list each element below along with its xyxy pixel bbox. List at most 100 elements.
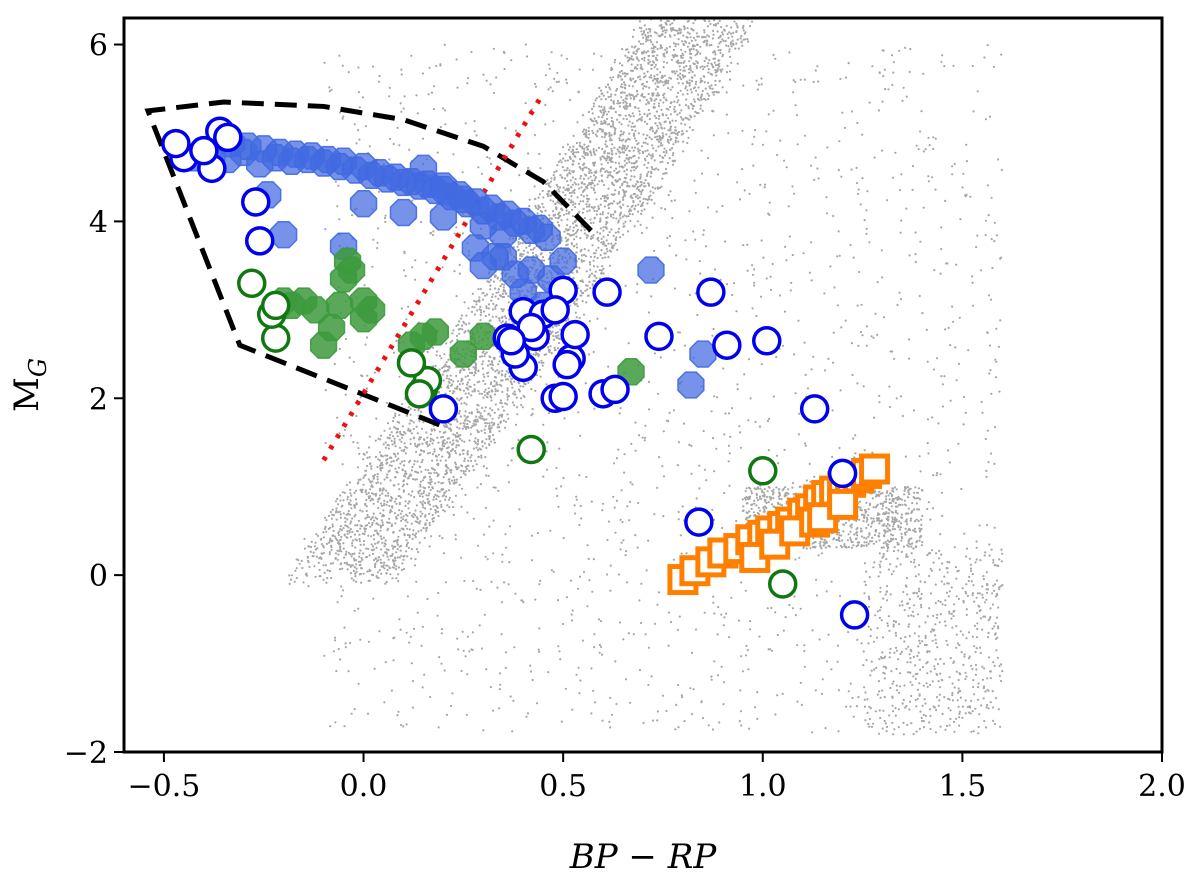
background-star (700, 98, 703, 101)
background-star (680, 61, 683, 64)
background-star (775, 486, 778, 489)
background-star (532, 353, 535, 356)
background-star (653, 66, 656, 69)
background-star (734, 47, 737, 50)
background-star (345, 550, 348, 553)
background-star (490, 440, 493, 443)
background-star (597, 239, 600, 242)
background-star (420, 410, 423, 413)
background-star (555, 207, 558, 210)
background-star (642, 87, 645, 90)
background-star (461, 382, 464, 385)
background-star (496, 389, 499, 392)
background-star (625, 147, 628, 150)
background-star (487, 387, 490, 390)
background-star (447, 498, 450, 501)
background-star (671, 22, 674, 25)
background-star (456, 478, 459, 481)
background-star (545, 182, 548, 186)
background-star (645, 80, 649, 83)
background-star (501, 310, 504, 313)
background-star (674, 141, 677, 144)
background-star (717, 59, 721, 62)
background-star (567, 318, 570, 321)
background-star (339, 548, 342, 551)
background-star (640, 190, 643, 193)
background-star (491, 295, 494, 299)
background-star (568, 211, 571, 214)
background-star (607, 204, 610, 207)
background-star (433, 471, 436, 474)
background-star (593, 191, 597, 194)
background-star (490, 381, 493, 384)
background-star (537, 196, 540, 199)
background-star (392, 435, 395, 438)
background-star (361, 488, 364, 491)
background-star (690, 39, 693, 43)
background-star (609, 139, 612, 142)
background-star (610, 175, 613, 178)
background-star (625, 173, 628, 176)
background-star (624, 114, 627, 117)
background-star (318, 568, 321, 572)
background-star (892, 523, 895, 526)
background-star (685, 81, 689, 84)
background-star (476, 443, 479, 446)
background-star (603, 106, 606, 109)
background-star (580, 254, 583, 257)
background-star (572, 222, 575, 225)
background-star (837, 536, 841, 539)
background-star (597, 146, 601, 149)
background-star (468, 371, 472, 374)
background-star (742, 29, 745, 32)
background-star (616, 102, 619, 105)
background-star (769, 498, 772, 501)
background-star (762, 506, 765, 509)
background-star (300, 559, 303, 563)
background-star (603, 244, 607, 247)
background-star (651, 63, 654, 66)
background-star (547, 184, 550, 187)
background-star (490, 360, 493, 363)
background-star (359, 543, 362, 547)
background-star (345, 561, 348, 564)
background-star (632, 98, 636, 101)
background-star (678, 29, 681, 32)
background-star (730, 45, 733, 48)
background-star (620, 96, 623, 99)
background-star (583, 162, 586, 165)
background-star (645, 85, 648, 88)
background-star (567, 238, 570, 241)
background-star (354, 546, 357, 549)
background-star (726, 64, 729, 67)
background-star (606, 145, 609, 148)
background-star (689, 69, 693, 72)
background-star (635, 139, 638, 142)
background-star (618, 139, 622, 142)
background-star (604, 170, 607, 173)
background-star (617, 192, 621, 195)
background-star (480, 456, 483, 459)
background-star (499, 399, 502, 402)
background-star (372, 548, 376, 551)
background-star (656, 79, 659, 82)
background-star (625, 48, 628, 51)
background-star (611, 125, 615, 128)
background-star (599, 89, 603, 92)
background-star (488, 319, 491, 322)
background-star (374, 557, 377, 560)
background-star (566, 167, 569, 170)
background-star (651, 155, 655, 158)
background-star (495, 381, 498, 384)
background-star (600, 98, 603, 101)
background-star (376, 541, 379, 545)
background-star (721, 53, 725, 56)
background-star (331, 523, 334, 526)
background-star (483, 418, 486, 421)
background-star (447, 386, 450, 390)
background-star (289, 578, 292, 581)
background-star (567, 148, 571, 151)
background-star (396, 543, 399, 546)
background-star (468, 322, 471, 325)
background-star (548, 217, 552, 220)
